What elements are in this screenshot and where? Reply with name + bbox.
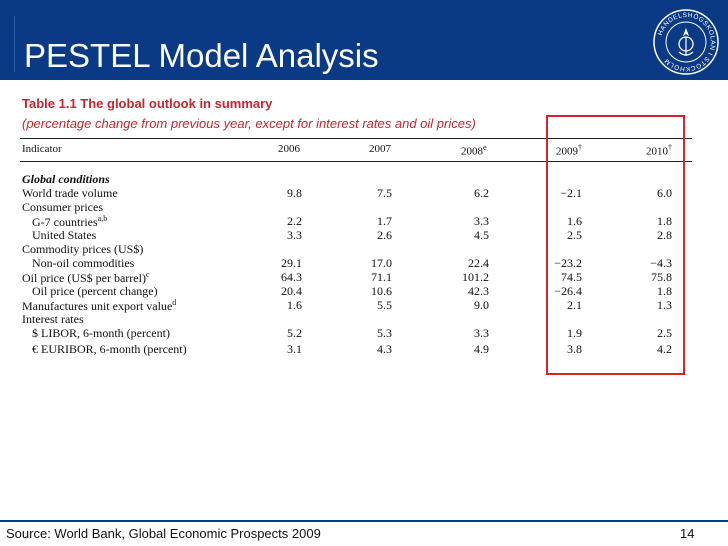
table-cell: 1.6 xyxy=(287,298,302,312)
table-cell: 3.3 xyxy=(287,228,302,242)
table-cell: 10.6 xyxy=(371,284,392,298)
table-cell: 2.1 xyxy=(567,298,582,312)
header-2008-mark: e xyxy=(483,143,487,152)
table-cell: 22.4 xyxy=(468,256,489,270)
table-cell: 2.5 xyxy=(567,228,582,242)
table-cell: 71.1 xyxy=(371,270,392,284)
table-cell: 2.8 xyxy=(657,228,672,242)
table-cell: 4.9 xyxy=(474,342,489,356)
row-label-global-conditions: Global conditions xyxy=(22,172,110,186)
header-indicator: Indicator xyxy=(22,143,62,155)
row-label-interest-rates: Interest rates xyxy=(22,312,84,326)
header-2010: 2010† xyxy=(646,143,672,158)
table-cell: 20.4 xyxy=(281,284,302,298)
row-label-commodity-prices: Commodity prices (US$) xyxy=(22,242,144,256)
table-title: Table 1.1 The global outlook in summary xyxy=(22,96,273,111)
table-cell: 1.9 xyxy=(567,326,582,340)
table-cell: 9.8 xyxy=(287,186,302,200)
table-cell: 7.5 xyxy=(377,186,392,200)
table-cell: 1.8 xyxy=(657,214,672,228)
row-label-world-trade: World trade volume xyxy=(22,186,118,200)
row-label-consumer-prices: Consumer prices xyxy=(22,200,103,214)
row-label-manufactures-text: Manufactures unit export value xyxy=(22,299,173,313)
table-cell: −4.3 xyxy=(650,256,672,270)
page-number: 14 xyxy=(680,526,695,541)
table-cell: 9.0 xyxy=(474,298,489,312)
header-2006: 2006 xyxy=(278,143,300,155)
table-cell: 3.1 xyxy=(287,342,302,356)
table-cell: 4.2 xyxy=(657,342,672,356)
table-cell: 74.5 xyxy=(561,270,582,284)
header-2010-year: 2010 xyxy=(646,145,668,158)
table-cell: 5.5 xyxy=(377,298,392,312)
table-cell: 5.3 xyxy=(377,326,392,340)
table-cell: 2.6 xyxy=(377,228,392,242)
table-cell: 3.8 xyxy=(567,342,582,356)
row-label-non-oil: Non-oil commodities xyxy=(32,256,135,270)
table-cell: 6.2 xyxy=(474,186,489,200)
row-label-libor: $ LIBOR, 6-month (percent) xyxy=(32,326,170,340)
row-label-oil-price-usd: Oil price (US$ per barrel)c xyxy=(22,270,150,286)
table-cell: 17.0 xyxy=(371,256,392,270)
row-label-oil-price-pct: Oil price (percent change) xyxy=(32,284,158,298)
table-cell: 6.0 xyxy=(657,186,672,200)
table-cell: 1.6 xyxy=(567,214,582,228)
header-2008: 2008e xyxy=(461,143,487,158)
row-label-oil-usd-mark: c xyxy=(145,270,150,279)
table-cell: 1.8 xyxy=(657,284,672,298)
row-label-united-states: United States xyxy=(32,228,97,242)
table-cell: 4.5 xyxy=(474,228,489,242)
header-2008-year: 2008 xyxy=(461,145,483,158)
row-label-manufactures: Manufactures unit export valued xyxy=(22,298,176,314)
table-cell: 75.8 xyxy=(651,270,672,284)
table-cell: 1.7 xyxy=(377,214,392,228)
table-cell: 5.2 xyxy=(287,326,302,340)
header-2009-mark: † xyxy=(578,143,582,152)
row-label-manufactures-mark: d xyxy=(172,298,177,307)
table-cell: 2.5 xyxy=(657,326,672,340)
slide-title: PESTEL Model Analysis xyxy=(24,37,379,74)
header-2009: 2009† xyxy=(556,143,582,158)
slide-header xyxy=(0,0,728,80)
footer-rule xyxy=(0,520,728,522)
table-cell: 3.3 xyxy=(474,326,489,340)
header-accent-bar xyxy=(8,16,15,72)
row-label-g7-mark: a,b xyxy=(97,214,108,223)
table-cell: −23.2 xyxy=(554,256,582,270)
table-cell: 4.3 xyxy=(377,342,392,356)
table-cell: 3.3 xyxy=(474,214,489,228)
header-2010-mark: † xyxy=(668,143,672,152)
forecast-highlight-box xyxy=(546,115,685,375)
row-label-oil-usd-text: Oil price (US$ per barrel) xyxy=(22,271,146,285)
row-label-g7: G-7 countriesa,b xyxy=(32,214,107,230)
table-cell: 64.3 xyxy=(281,270,302,284)
table-cell: −26.4 xyxy=(554,284,582,298)
table-subtitle: (percentage change from previous year, e… xyxy=(22,116,476,131)
table-cell: 101.2 xyxy=(462,270,489,284)
source-note: Source: World Bank, Global Economic Pros… xyxy=(6,526,321,541)
table-header-rule xyxy=(20,161,692,162)
header-2009-year: 2009 xyxy=(556,145,578,158)
header-2007: 2007 xyxy=(369,143,391,155)
table-cell: 42.3 xyxy=(468,284,489,298)
table-cell: 29.1 xyxy=(281,256,302,270)
row-label-euribor: € EURIBOR, 6-month (percent) xyxy=(32,342,187,356)
table-cell: −2.1 xyxy=(560,186,582,200)
table-cell: 2.2 xyxy=(287,214,302,228)
university-seal-logo: HANDELSHÖGSKOLAN I STOCKHOLM xyxy=(653,9,719,75)
row-label-g7-text: G-7 countries xyxy=(32,215,98,229)
table-cell: 1.3 xyxy=(657,298,672,312)
table-top-rule xyxy=(20,138,692,139)
